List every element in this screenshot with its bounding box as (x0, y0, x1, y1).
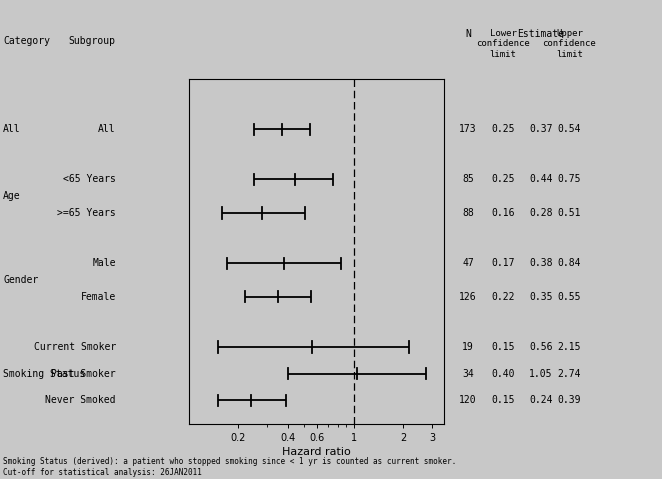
Text: 0.28: 0.28 (529, 208, 553, 218)
Text: 0.24: 0.24 (529, 396, 553, 406)
Text: 0.25: 0.25 (491, 124, 515, 134)
Text: 0.16: 0.16 (491, 208, 515, 218)
Text: 0.35: 0.35 (529, 292, 553, 302)
Text: Gender: Gender (3, 275, 38, 285)
Text: Male: Male (93, 258, 116, 268)
Text: 1.05: 1.05 (529, 369, 553, 379)
Text: 0.38: 0.38 (529, 258, 553, 268)
Text: Age: Age (3, 191, 21, 201)
Text: Category: Category (3, 36, 50, 46)
Text: 0.56: 0.56 (529, 342, 553, 352)
Text: <65 Years: <65 Years (63, 174, 116, 184)
Text: Estimate: Estimate (518, 29, 564, 39)
Text: 0.39: 0.39 (557, 396, 581, 406)
Text: Female: Female (81, 292, 116, 302)
Text: 0.15: 0.15 (491, 396, 515, 406)
Text: Cut-off for statistical analysis: 26JAN2011: Cut-off for statistical analysis: 26JAN2… (3, 468, 202, 477)
Text: 0.54: 0.54 (557, 124, 581, 134)
Text: 0.40: 0.40 (491, 369, 515, 379)
Text: Upper
confidence
limit: Upper confidence limit (542, 29, 596, 58)
Text: 0.75: 0.75 (557, 174, 581, 184)
Text: Smoking Status (derived): a patient who stopped smoking since < 1 yr is counted : Smoking Status (derived): a patient who … (3, 456, 457, 466)
Text: 0.15: 0.15 (491, 342, 515, 352)
Text: 19: 19 (462, 342, 474, 352)
Text: 2.74: 2.74 (557, 369, 581, 379)
Text: 47: 47 (462, 258, 474, 268)
Text: All: All (98, 124, 116, 134)
Text: 88: 88 (462, 208, 474, 218)
Text: Current Smoker: Current Smoker (34, 342, 116, 352)
Text: Lower
confidence
limit: Lower confidence limit (476, 29, 530, 58)
Text: Never Smoked: Never Smoked (46, 396, 116, 406)
Text: 0.84: 0.84 (557, 258, 581, 268)
Text: 0.51: 0.51 (557, 208, 581, 218)
Text: N: N (465, 29, 471, 39)
Text: 120: 120 (459, 396, 477, 406)
X-axis label: Hazard ratio: Hazard ratio (282, 447, 350, 457)
Text: 0.37: 0.37 (529, 124, 553, 134)
Text: 85: 85 (462, 174, 474, 184)
Text: All: All (3, 124, 21, 134)
Text: 0.17: 0.17 (491, 258, 515, 268)
Text: Past Smoker: Past Smoker (51, 369, 116, 379)
Text: 173: 173 (459, 124, 477, 134)
Text: Smoking Status: Smoking Status (3, 369, 85, 379)
Text: >=65 Years: >=65 Years (57, 208, 116, 218)
Text: 0.22: 0.22 (491, 292, 515, 302)
Text: 2.15: 2.15 (557, 342, 581, 352)
Text: 0.55: 0.55 (557, 292, 581, 302)
Text: 34: 34 (462, 369, 474, 379)
Text: Subgroup: Subgroup (69, 36, 116, 46)
Text: 126: 126 (459, 292, 477, 302)
Text: 0.25: 0.25 (491, 174, 515, 184)
Text: 0.44: 0.44 (529, 174, 553, 184)
